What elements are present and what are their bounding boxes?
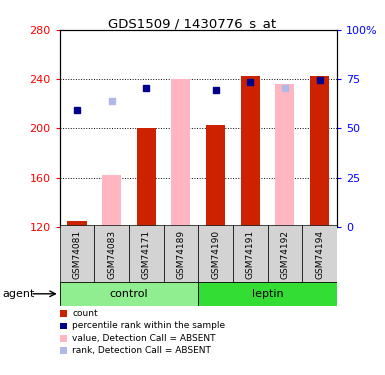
Bar [60, 225, 94, 283]
Text: GSM74189: GSM74189 [176, 230, 186, 279]
Text: control: control [110, 289, 148, 299]
Text: GSM74190: GSM74190 [211, 230, 220, 279]
Text: rank, Detection Call = ABSENT: rank, Detection Call = ABSENT [72, 346, 211, 355]
Bar [102, 175, 121, 227]
Text: GDS1509 / 1430776_s_at: GDS1509 / 1430776_s_at [109, 17, 276, 30]
Bar [129, 225, 164, 283]
Text: GSM74083: GSM74083 [107, 230, 116, 279]
Bar [233, 225, 268, 283]
Bar [268, 225, 302, 283]
Text: leptin: leptin [252, 289, 283, 299]
Bar [67, 221, 87, 227]
Text: GSM74194: GSM74194 [315, 230, 324, 279]
Text: percentile rank within the sample: percentile rank within the sample [72, 321, 226, 330]
Text: count: count [72, 309, 98, 318]
Bar [275, 84, 295, 227]
Bar [241, 75, 260, 227]
Bar [206, 125, 225, 227]
Bar [60, 282, 198, 306]
Text: GSM74192: GSM74192 [280, 230, 290, 279]
Bar [198, 225, 233, 283]
Bar [171, 79, 191, 227]
Bar [137, 128, 156, 227]
Bar [302, 225, 337, 283]
Text: GSM74171: GSM74171 [142, 230, 151, 279]
Bar [164, 225, 198, 283]
Text: value, Detection Call = ABSENT: value, Detection Call = ABSENT [72, 334, 216, 343]
Text: GSM74081: GSM74081 [72, 230, 82, 279]
Text: GSM74191: GSM74191 [246, 230, 255, 279]
Bar [310, 75, 329, 227]
Bar [198, 282, 337, 306]
Bar [94, 225, 129, 283]
Text: agent: agent [2, 289, 34, 298]
